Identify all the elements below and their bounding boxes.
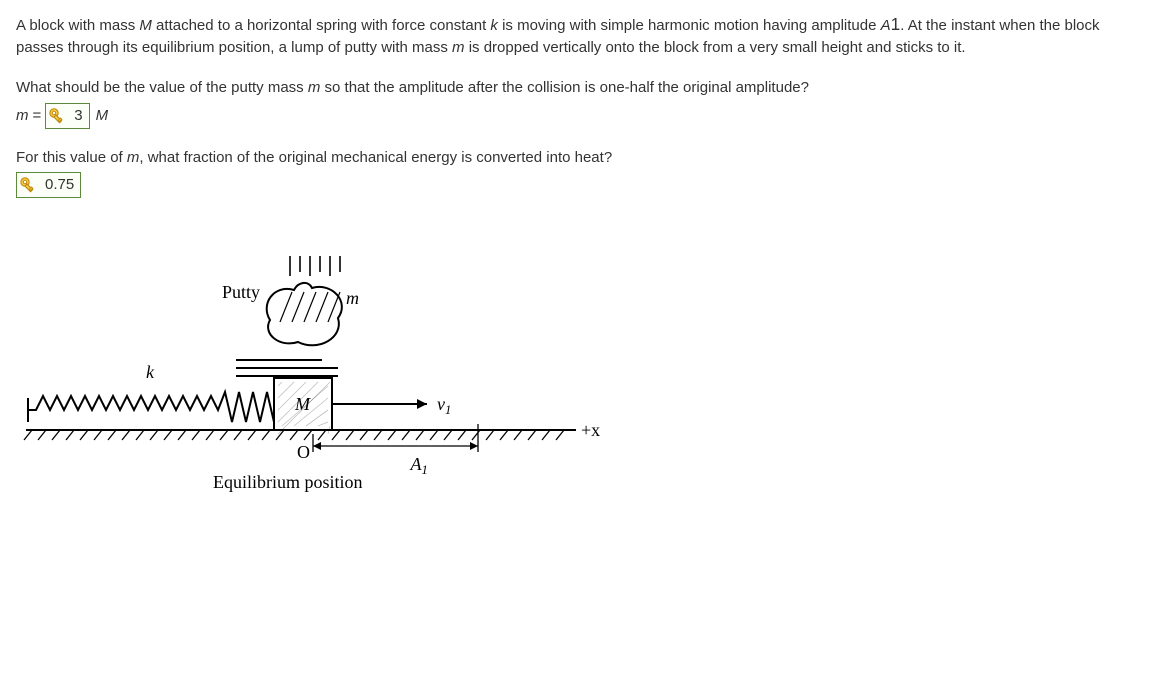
svg-text:Putty: Putty: [222, 282, 260, 302]
answer-1-row: m = 3 M: [16, 103, 1116, 129]
text-segment: A block with mass: [16, 17, 139, 34]
text-segment: , what fraction of the original mechanic…: [139, 149, 612, 166]
svg-text:k: k: [146, 362, 155, 382]
symbol-k: k: [490, 17, 498, 34]
answer-1-box[interactable]: 3: [45, 103, 89, 129]
text-segment: so that the amplitude after the collisio…: [320, 79, 809, 96]
svg-text:M: M: [294, 394, 311, 414]
answer-1-lhs-symbol: m: [16, 105, 29, 127]
svg-text:Equilibrium position: Equilibrium position: [213, 472, 363, 492]
question-2: For this value of m, what fraction of th…: [16, 147, 1116, 199]
symbol-M: M: [139, 17, 152, 34]
answer-2-box[interactable]: 0.75: [16, 172, 81, 198]
answer-1-equals: =: [33, 105, 42, 127]
symbol-m: m: [452, 39, 465, 56]
svg-text:A1: A1: [410, 454, 428, 477]
key-icon: [46, 105, 68, 127]
symbol-m: m: [127, 149, 140, 166]
answer-1-value: 3: [68, 105, 88, 127]
text-segment: is moving with simple harmonic motion ha…: [498, 17, 881, 34]
question-1: What should be the value of the putty ma…: [16, 77, 1116, 129]
text-segment: is dropped vertically onto the block fro…: [465, 39, 966, 56]
text-segment: What should be the value of the putty ma…: [16, 79, 308, 96]
text-segment: attached to a horizontal spring with for…: [152, 17, 491, 34]
problem-paragraph-1: A block with mass M attached to a horizo…: [16, 12, 1116, 59]
text-segment: For this value of: [16, 149, 127, 166]
symbol-A-sub: 1: [891, 14, 901, 34]
svg-text:m: m: [346, 288, 359, 308]
answer-2-row: 0.75: [16, 172, 1116, 198]
answer-1-unit: M: [96, 105, 109, 127]
svg-text:v1: v1: [437, 394, 451, 417]
svg-text:+x: +x: [581, 420, 600, 440]
answer-2-value: 0.75: [39, 174, 80, 196]
symbol-A: A: [881, 17, 891, 34]
key-icon: [17, 174, 39, 196]
symbol-m: m: [308, 79, 321, 96]
svg-text:O: O: [297, 442, 310, 462]
diagram: +x Mk v1 O A1 Equilibrium position Putty m: [16, 220, 1144, 527]
